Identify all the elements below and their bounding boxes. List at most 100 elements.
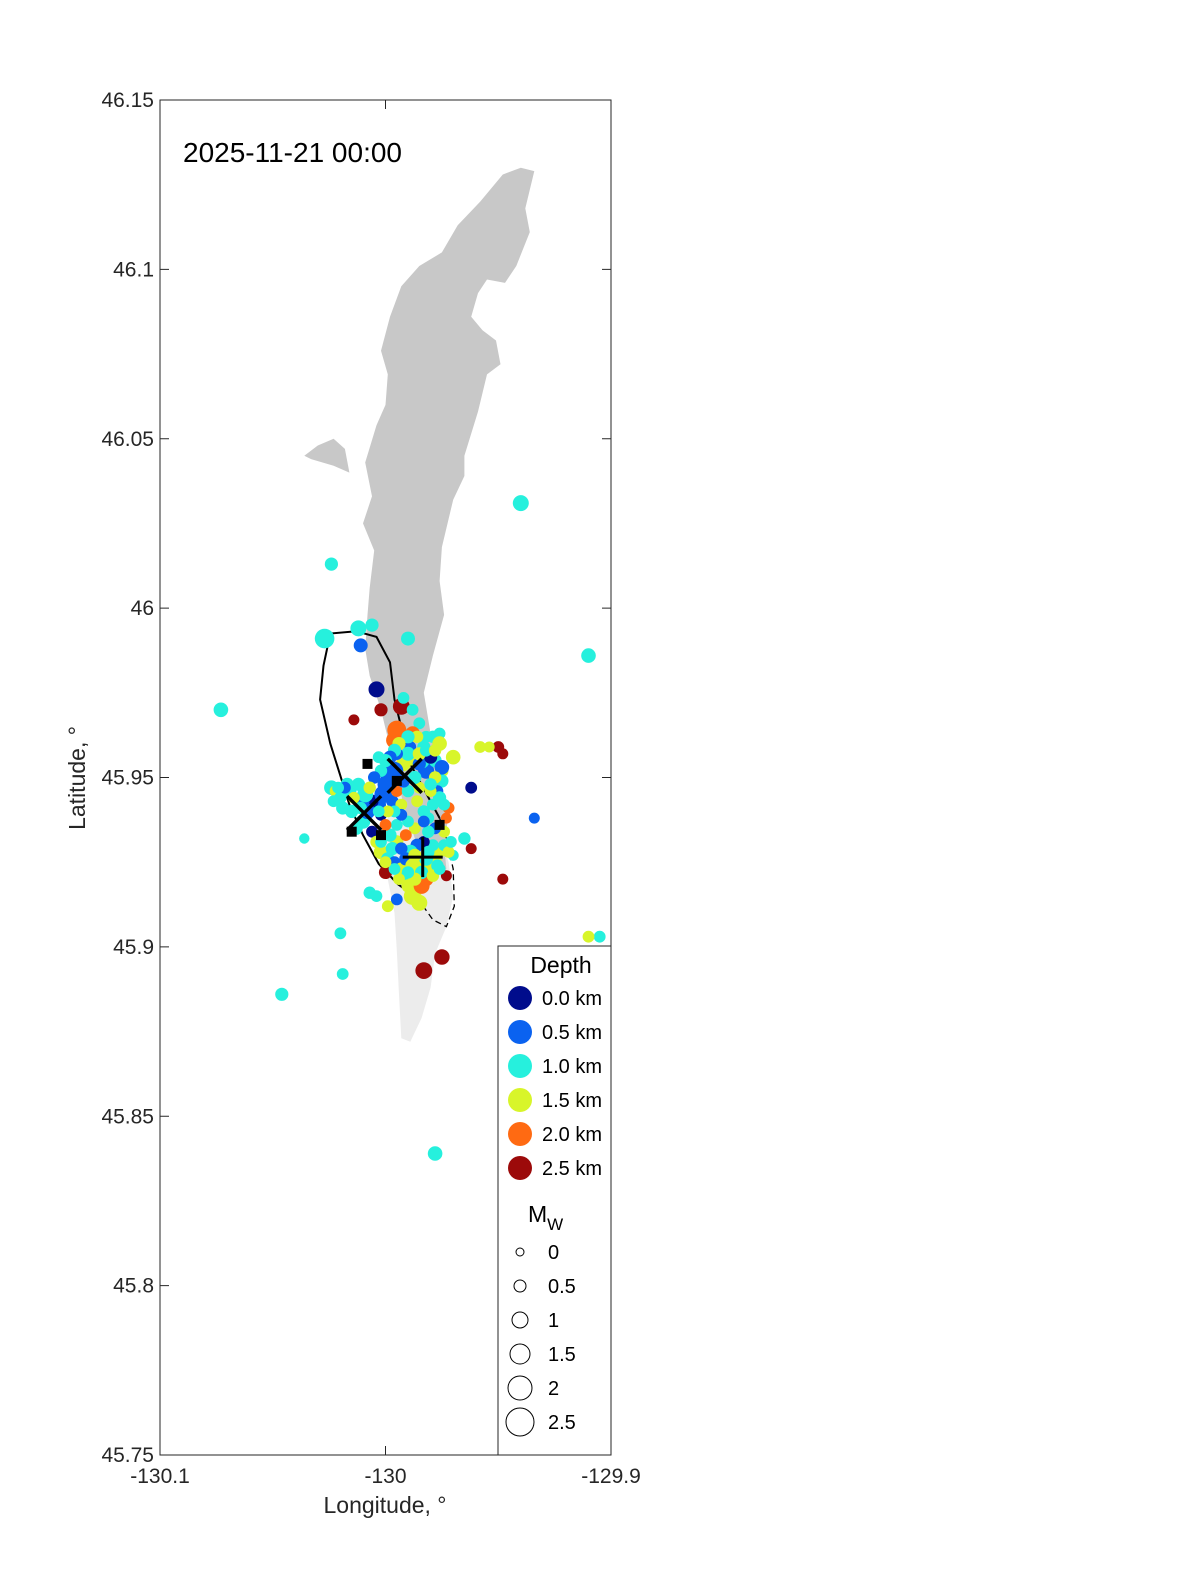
- earthquake-point: [445, 749, 461, 765]
- earthquake-point: [417, 815, 430, 828]
- island: [304, 438, 350, 473]
- earthquake-point: [412, 757, 426, 771]
- earthquake-point: [368, 681, 385, 698]
- mw-legend-entries: 0 0.5 1 1.5 2 2.5: [505, 1242, 576, 1437]
- earthquake-point: [581, 648, 596, 663]
- earthquake-point: [379, 819, 392, 831]
- earthquake-point: [442, 846, 455, 858]
- earthquake-point: [434, 760, 450, 775]
- depth-legend-swatch: [508, 1054, 532, 1078]
- mw-legend-label: 2: [548, 1378, 559, 1400]
- earthquake-point: [314, 628, 335, 649]
- earthquake-point: [408, 848, 422, 863]
- depth-legend-label: 0.0 km: [542, 988, 602, 1010]
- earthquake-point: [458, 832, 471, 845]
- earthquake-point: [327, 795, 340, 808]
- earthquake-point: [397, 692, 410, 704]
- y-tick-label: 45.8: [113, 1275, 154, 1298]
- axes-layer: 45.75 45.8 45.85 45.9 45.95 46 46.05 46.1 46.15 -…: [101, 89, 640, 1488]
- earthquake-point: [465, 843, 477, 855]
- mw-legend-title-main: M: [528, 1201, 547, 1227]
- earthquake-point: [393, 873, 405, 885]
- earthquake-point: [410, 730, 424, 743]
- earthquake-point: [334, 927, 347, 940]
- earthquake-point: [438, 798, 450, 811]
- earthquake-point: [474, 741, 487, 753]
- x-axis-title: Longitude, °: [323, 1492, 446, 1518]
- earthquake-point: [428, 744, 442, 757]
- earthquake-points-layer: [213, 495, 606, 1161]
- marker-stroke: [345, 794, 383, 832]
- earthquake-point: [365, 618, 379, 632]
- mw-legend-label: 2.5: [548, 1412, 576, 1434]
- station-square: [434, 819, 445, 830]
- earthquake-point: [415, 962, 433, 979]
- y-tick-label: 46.1: [113, 258, 154, 281]
- y-tick-label: 45.95: [101, 767, 154, 790]
- eruption-outline-solid: [319, 630, 441, 899]
- y-tick-label: 46: [131, 597, 154, 620]
- earthquake-point: [497, 748, 509, 760]
- y-tick-label: 46.05: [101, 428, 154, 451]
- earthquake-point: [419, 744, 433, 757]
- mw-legend-title-subscript: W: [547, 1215, 563, 1234]
- depth-legend-swatch: [508, 1020, 532, 1044]
- earthquake-point: [383, 828, 397, 842]
- earthquake-point: [368, 771, 381, 784]
- earthquake-point: [372, 805, 385, 818]
- earthquake-point: [381, 900, 394, 913]
- earthquake-point: [512, 495, 529, 512]
- mw-legend-swatch: [511, 1311, 529, 1329]
- earthquake-point: [422, 825, 435, 838]
- depth-legend-label: 2.0 km: [542, 1124, 602, 1146]
- earthquake-point: [401, 866, 415, 879]
- earthquake-point: [332, 781, 344, 794]
- earthquake-point: [299, 833, 310, 844]
- earthquake-point: [399, 829, 412, 841]
- station-square: [376, 830, 386, 841]
- x-tick-label: -129.9: [581, 1465, 641, 1488]
- y-tick-label: 46.15: [101, 89, 154, 112]
- station-square: [391, 775, 402, 786]
- mw-legend-swatch: [513, 1279, 527, 1293]
- marker-layer: [345, 757, 445, 878]
- earthquake-point: [424, 778, 437, 791]
- earthquake-point: [433, 863, 446, 875]
- earthquake-point: [385, 842, 399, 856]
- earthquake-point: [381, 805, 394, 818]
- earthquake-point: [401, 784, 415, 798]
- depth-legend-label: 1.0 km: [542, 1056, 602, 1078]
- earthquake-point: [363, 781, 376, 794]
- vent-x-marker: [386, 757, 423, 795]
- earthquake-point: [445, 836, 457, 848]
- earthquake-point: [379, 856, 392, 869]
- y-tick-label: 45.85: [101, 1105, 154, 1128]
- y-tick-label: 45.75: [101, 1444, 154, 1467]
- depth-legend-swatch: [508, 1156, 532, 1180]
- mw-legend-swatch: [515, 1247, 525, 1257]
- marker-stroke: [386, 757, 423, 795]
- vent-x-marker: [345, 794, 383, 832]
- earthquake-point: [593, 930, 606, 943]
- timestamp-label: 2025-11-21 00:00: [183, 137, 402, 168]
- depth-legend-label: 0.5 km: [542, 1022, 602, 1044]
- depth-legend-label: 1.5 km: [542, 1090, 602, 1112]
- vent-plus-marker: [402, 837, 443, 878]
- earthquake-point: [422, 845, 435, 859]
- earthquake-point: [434, 949, 450, 965]
- earthquake-point: [413, 717, 426, 730]
- y-tick-label: 45.9: [113, 936, 154, 959]
- earthquake-point: [401, 746, 415, 761]
- x-tick-label: -130: [364, 1465, 406, 1488]
- earthquake-point: [411, 894, 428, 911]
- earthquake-point: [395, 842, 408, 855]
- depth-legend-title: Depth: [530, 952, 591, 978]
- earthquake-point: [483, 741, 495, 753]
- earthquake-point: [275, 987, 289, 1001]
- earthquake-point: [390, 893, 403, 906]
- mw-legend-label: 1: [548, 1310, 559, 1332]
- earthquake-point: [390, 819, 403, 831]
- earthquake-point: [433, 727, 446, 740]
- earthquake-point: [348, 714, 360, 726]
